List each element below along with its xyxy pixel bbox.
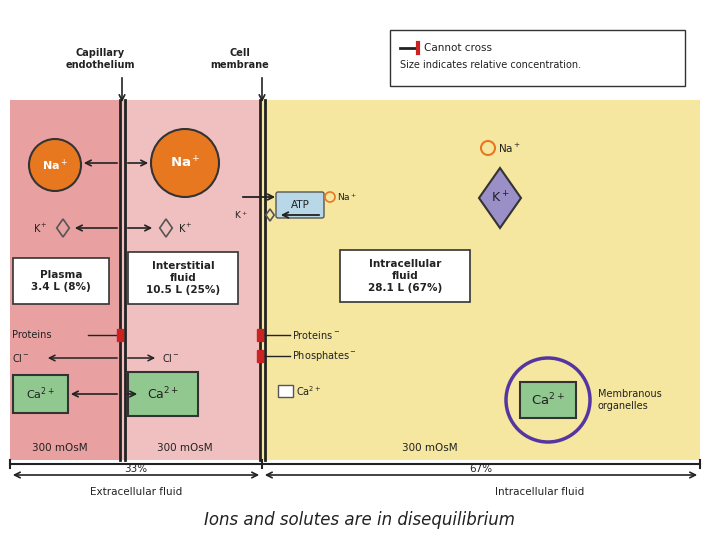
Bar <box>278 385 293 397</box>
Text: Ca$^{2+}$: Ca$^{2+}$ <box>296 384 321 398</box>
Text: Interstitial
fluid
10.5 L (25%): Interstitial fluid 10.5 L (25%) <box>146 261 220 295</box>
Text: K$^+$: K$^+$ <box>234 209 248 221</box>
Bar <box>10 100 120 460</box>
Text: K$^+$: K$^+$ <box>33 221 48 234</box>
Text: ATP: ATP <box>291 200 310 210</box>
Text: 67%: 67% <box>469 464 492 474</box>
Text: Na$^+$: Na$^+$ <box>170 156 200 171</box>
Text: Cl$^-$: Cl$^-$ <box>12 352 30 364</box>
Bar <box>390 30 685 86</box>
Text: Cannot cross: Cannot cross <box>424 43 492 53</box>
Text: 33%: 33% <box>125 464 148 474</box>
Bar <box>257 350 263 362</box>
Text: Capillary
endothelium: Capillary endothelium <box>66 48 135 70</box>
Bar <box>13 375 68 413</box>
Text: Cl$^-$: Cl$^-$ <box>162 352 180 364</box>
FancyBboxPatch shape <box>276 192 324 218</box>
Bar <box>128 372 198 416</box>
Text: Size indicates relative concentration.: Size indicates relative concentration. <box>400 60 581 70</box>
Text: Ions and solutes are in disequilibrium: Ions and solutes are in disequilibrium <box>204 511 516 529</box>
Polygon shape <box>479 168 521 228</box>
Text: 300 mOsM: 300 mOsM <box>402 443 458 453</box>
Text: Extracellular fluid: Extracellular fluid <box>90 487 182 497</box>
Text: Ca$^{2+}$: Ca$^{2+}$ <box>147 386 179 402</box>
Text: Ca$^{2+}$: Ca$^{2+}$ <box>531 392 565 408</box>
Text: K$^+$: K$^+$ <box>491 191 509 206</box>
Text: Cell
membrane: Cell membrane <box>211 48 269 70</box>
Text: K$^+$: K$^+$ <box>178 221 193 234</box>
Text: 300 mOsM: 300 mOsM <box>32 443 88 453</box>
Bar <box>340 250 470 302</box>
Bar <box>13 258 109 304</box>
Text: Proteins$^-$: Proteins$^-$ <box>292 329 340 341</box>
Bar <box>117 329 123 341</box>
Text: Intracellular
fluid
28.1 L (67%): Intracellular fluid 28.1 L (67%) <box>368 259 442 293</box>
Text: Na$^+$: Na$^+$ <box>337 191 357 203</box>
Text: Na$^+$: Na$^+$ <box>498 141 521 154</box>
Circle shape <box>151 129 219 197</box>
Bar <box>120 100 260 460</box>
Text: Phosphates$^-$: Phosphates$^-$ <box>292 349 357 363</box>
Text: Proteins: Proteins <box>12 330 52 340</box>
Bar <box>260 100 700 460</box>
Bar <box>257 329 263 341</box>
Bar <box>128 252 238 304</box>
Text: Ca$^{2+}$: Ca$^{2+}$ <box>26 386 55 402</box>
Text: Membranous
organelles: Membranous organelles <box>598 389 662 411</box>
Circle shape <box>29 139 81 191</box>
Text: 300 mOsM: 300 mOsM <box>157 443 213 453</box>
Bar <box>520 382 576 418</box>
Text: Na$^+$: Na$^+$ <box>42 157 68 173</box>
Text: Intracellular fluid: Intracellular fluid <box>495 487 585 497</box>
Text: Plasma
3.4 L (8%): Plasma 3.4 L (8%) <box>31 270 91 292</box>
